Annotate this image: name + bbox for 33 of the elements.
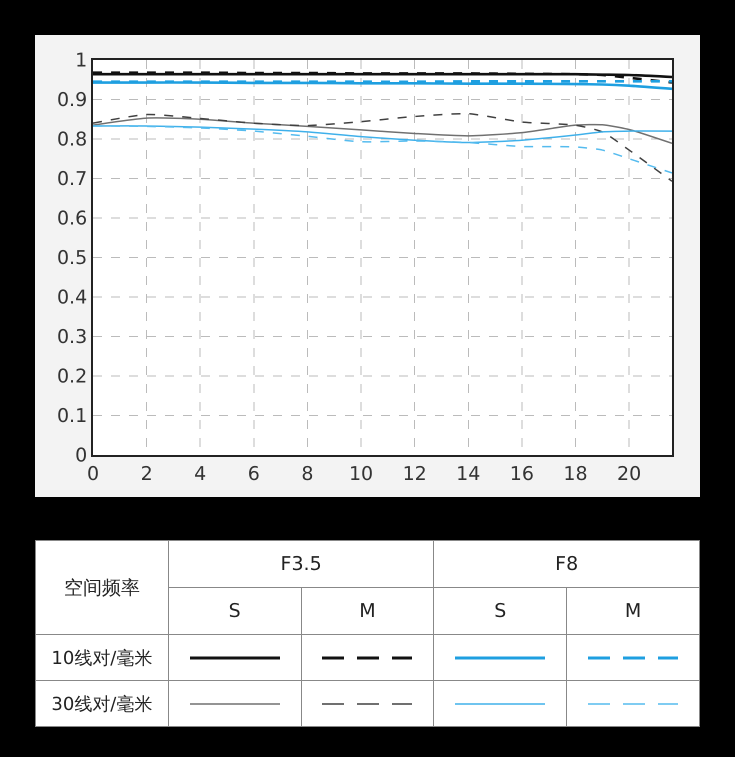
text: S	[434, 588, 567, 634]
y-tick-label: 0	[75, 444, 88, 467]
text: 空间频率	[36, 540, 168, 634]
y-tick-label: 0.2	[56, 366, 88, 388]
x-tick-label: 10	[348, 462, 374, 485]
line-series	[93, 117, 672, 144]
text: S	[168, 588, 302, 634]
y-tick-label: 0.5	[56, 247, 88, 270]
y-tick-label: 0.8	[56, 128, 88, 151]
y-tick-label: 0.4	[56, 286, 88, 309]
text: F8	[434, 540, 700, 588]
text: 30线对/毫米	[36, 680, 168, 726]
x-tick-label: 16	[510, 462, 534, 485]
line-series	[93, 125, 672, 174]
x-tick-label: 12	[402, 462, 427, 485]
text: M	[566, 588, 700, 634]
text: 10线对/毫米	[36, 634, 168, 680]
x-tick-label: 4	[194, 462, 206, 485]
x-tick-label: 8	[301, 462, 314, 485]
y-tick-label: 0.1	[56, 405, 88, 428]
x-tick-label: 20	[617, 462, 642, 485]
text: M	[301, 588, 434, 634]
y-tick-label: 0.7	[56, 168, 88, 190]
x-tick-label: 2	[140, 462, 153, 485]
x-tick-label: 14	[456, 462, 480, 485]
line-series	[93, 112, 672, 182]
y-tick-label: 0.3	[56, 326, 88, 348]
x-tick-label: 18	[563, 462, 588, 485]
x-tick-label: 6	[248, 462, 260, 485]
y-tick-label: 1	[75, 50, 88, 72]
y-tick-label: 0.6	[56, 208, 88, 230]
text: F3.5	[168, 540, 434, 588]
y-tick-label: 0.9	[56, 89, 88, 112]
